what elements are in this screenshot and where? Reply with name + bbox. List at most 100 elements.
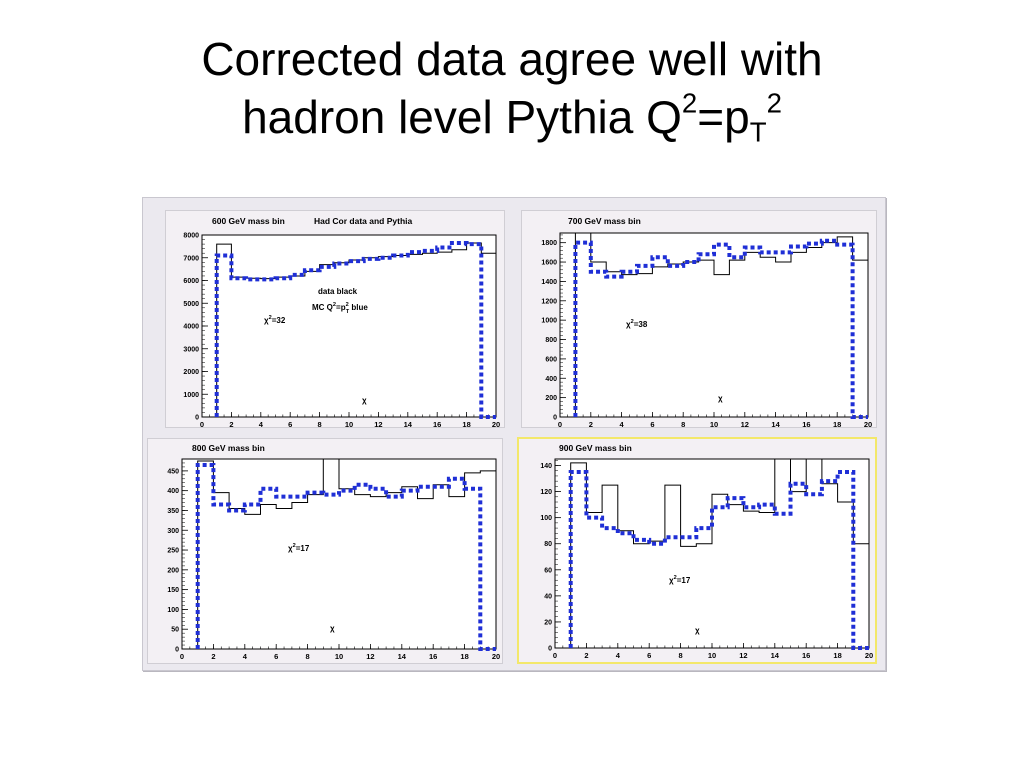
y-tick-label: 3000 [183, 346, 199, 353]
chart-pad-700gev: 700 GeV mass bin 0 2 4 6 8 10 12 14 16 18 20 0 200 400… [521, 210, 877, 429]
chi2-annotation: χ2=32 [264, 315, 286, 325]
x-tick-label: 8 [318, 420, 322, 429]
x-tick-label: 16 [802, 651, 810, 660]
x-tick-label: 6 [288, 420, 292, 429]
x-tick-label: 12 [374, 420, 382, 429]
chart-title: 900 GeV mass bin [559, 443, 632, 453]
y-tick-label: 0 [175, 647, 179, 654]
chart-svg-3: 900 GeV mass bin 0 2 4 6 8 10 12 14 16 18 20 0 20 40 60… [540, 443, 873, 660]
y-tick-label: 1000 [541, 318, 557, 325]
x-tick-label: 16 [433, 420, 441, 429]
x-tick-label: 18 [460, 652, 468, 661]
chart-title: 800 GeV mass bin [192, 443, 265, 453]
x-tick-label: 18 [462, 420, 470, 429]
figure-canvas: 600 GeV mass bin Had Cor data and Pythia 0… [142, 197, 886, 671]
x-tick-label: 2 [229, 420, 233, 429]
title-sup: 2 [681, 87, 698, 119]
chart-svg-0: 600 GeV mass bin Had Cor data and Pythia 0… [183, 216, 500, 429]
y-tick-label: 350 [167, 508, 179, 515]
chart-pad-900gev: 900 GeV mass bin 0 2 4 6 8 10 12 14 16 18 20 0 20 40 60… [517, 437, 877, 664]
x-tick-label: 14 [771, 420, 780, 429]
x-tick-label: 4 [620, 420, 625, 429]
x-tick-label: 12 [366, 652, 374, 661]
x-tick-label: 10 [335, 652, 343, 661]
slide-title-line2: hadron level Pythia Q2=pT2 [0, 88, 1024, 146]
x-tick-label: 0 [200, 420, 204, 429]
x-tick-label: 20 [492, 652, 500, 661]
x-tick-label: 0 [180, 652, 184, 661]
y-tick-label: 200 [167, 567, 179, 574]
x-tick-label: 14 [771, 651, 780, 660]
x-tick-label: 20 [865, 651, 873, 660]
x-tick-label: 16 [802, 420, 810, 429]
y-tick-label: 100 [540, 515, 552, 522]
mc-histogram [195, 462, 496, 651]
y-tick-label: 450 [167, 468, 179, 475]
y-tick-label: 80 [544, 541, 552, 548]
x-tick-label: 8 [306, 652, 310, 661]
y-tick-label: 20 [544, 619, 552, 626]
slide-title-line1: Corrected data agree well with [201, 33, 823, 85]
chart-pad-600gev: 600 GeV mass bin Had Cor data and Pythia 0… [165, 210, 505, 429]
y-tick-label: 1800 [541, 240, 557, 247]
mc-histogram [568, 470, 869, 650]
y-tick-label: 60 [544, 567, 552, 574]
legend-data: data black [318, 287, 358, 296]
x-axis-label: χ [718, 394, 723, 403]
y-tick-label: 250 [167, 548, 179, 555]
legend-mc: MC Q2=p2 T blue [312, 302, 368, 315]
x-tick-label: 10 [345, 420, 353, 429]
x-tick-label: 14 [404, 420, 413, 429]
x-axis-label: χ [362, 396, 367, 405]
x-tick-label: 20 [864, 420, 872, 429]
x-tick-label: 2 [211, 652, 215, 661]
y-tick-label: 8000 [183, 233, 199, 240]
y-tick-label: 1200 [541, 298, 557, 305]
chart-subtitle: Had Cor data and Pythia [314, 216, 413, 226]
y-tick-label: 800 [545, 337, 557, 344]
x-tick-label: 4 [616, 651, 621, 660]
mc-histogram [573, 238, 868, 419]
y-tick-label: 40 [544, 593, 552, 600]
x-tick-label: 18 [833, 420, 841, 429]
y-tick-label: 1000 [183, 392, 199, 399]
x-tick-label: 12 [739, 651, 747, 660]
x-tick-label: 16 [429, 652, 437, 661]
x-tick-label: 18 [833, 651, 841, 660]
y-tick-label: 1600 [541, 260, 557, 267]
y-tick-label: 0 [548, 646, 552, 653]
x-tick-label: 6 [274, 652, 278, 661]
y-tick-label: 120 [540, 489, 552, 496]
plot-frame [201, 234, 497, 418]
x-axis-label: χ [695, 626, 700, 635]
y-tick-label: 600 [545, 356, 557, 363]
title-eq: =p [697, 91, 750, 143]
y-tick-label: 400 [545, 376, 557, 383]
x-tick-label: 4 [259, 420, 264, 429]
y-tick-label: 2000 [183, 369, 199, 376]
title-sub: T [749, 116, 767, 148]
chi2-annotation: χ2=38 [626, 319, 648, 329]
plot-frame [554, 458, 870, 649]
y-tick-label: 150 [167, 587, 179, 594]
x-tick-label: 2 [589, 420, 593, 429]
y-tick-label: 400 [167, 488, 179, 495]
x-tick-label: 10 [710, 420, 718, 429]
y-tick-label: 0 [553, 415, 557, 422]
x-tick-label: 20 [492, 420, 500, 429]
y-tick-label: 1400 [541, 279, 557, 286]
y-tick-label: 300 [167, 528, 179, 535]
x-tick-label: 6 [650, 420, 654, 429]
y-tick-label: 5000 [183, 301, 199, 308]
y-tick-label: 4000 [183, 324, 199, 331]
x-tick-label: 6 [647, 651, 651, 660]
y-tick-label: 140 [540, 463, 552, 470]
title-text: hadron level Pythia Q [242, 91, 682, 143]
x-tick-label: 8 [679, 651, 683, 660]
y-tick-label: 6000 [183, 278, 199, 285]
chart-title: 700 GeV mass bin [568, 216, 641, 226]
slide-title: Corrected data agree well with hadron le… [0, 30, 1024, 146]
x-tick-label: 4 [243, 652, 248, 661]
chart-title: 600 GeV mass bin [212, 216, 285, 226]
